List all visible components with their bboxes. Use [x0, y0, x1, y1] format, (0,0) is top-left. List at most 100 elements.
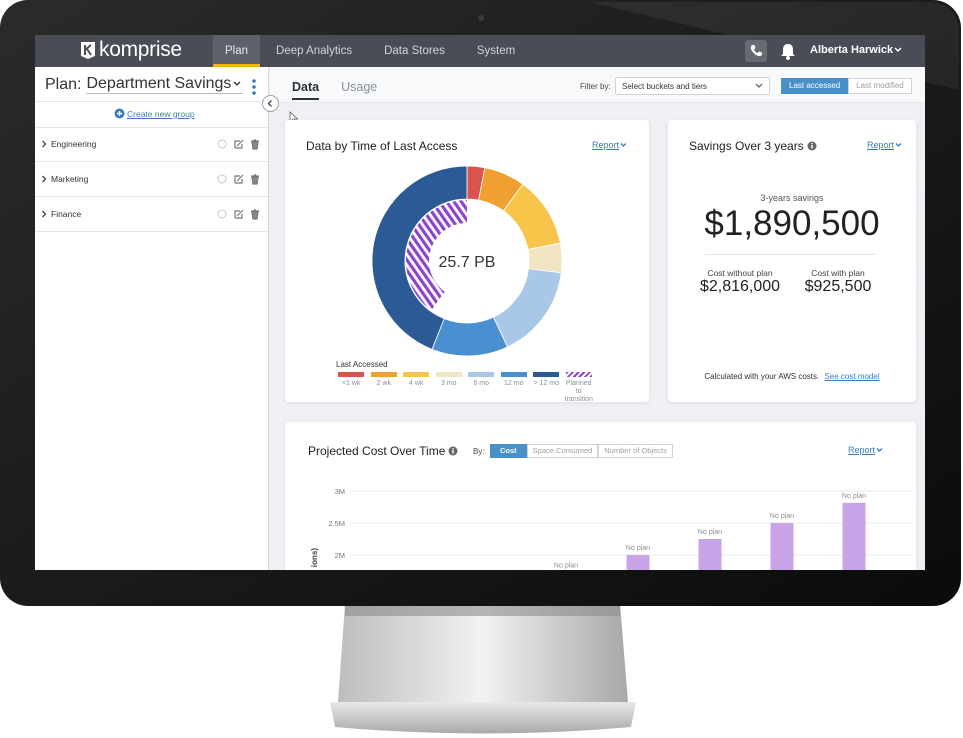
legend-label: 12 mo: [504, 380, 524, 387]
bar: [842, 502, 866, 570]
trash-icon[interactable]: [251, 209, 259, 220]
phone-icon: [750, 45, 762, 57]
divider: [35, 127, 268, 128]
chevron: [42, 210, 47, 218]
sort-option[interactable]: Last modified: [848, 78, 912, 94]
caret: [894, 47, 902, 53]
total-label: 3-years savings: [760, 193, 824, 203]
report-link[interactable]: Report: [867, 140, 903, 150]
expand-icon[interactable]: [40, 210, 48, 218]
nav-tab[interactable]: System: [476, 45, 516, 57]
legend-item: 4 wk: [400, 372, 433, 404]
clock-icon[interactable]: [217, 139, 227, 149]
caret: [755, 83, 763, 88]
clock-icon[interactable]: [217, 174, 227, 184]
stand-neck: [338, 604, 628, 702]
bar-label: No plan: [626, 545, 650, 552]
legend-label: 3 mo: [440, 380, 457, 387]
mode-option[interactable]: Space Consumed: [526, 444, 599, 458]
edit-icon[interactable]: [234, 174, 244, 184]
create-link: Create new group: [127, 108, 195, 119]
user-menu[interactable]: Alberta Harwick: [810, 44, 903, 56]
report-link[interactable]: Report: [848, 445, 884, 455]
legend-item: 6 mo: [465, 372, 498, 404]
report-link[interactable]: Report: [592, 140, 628, 150]
filter-select[interactable]: Select buckets and tiers: [615, 77, 770, 95]
card-title: Projected Cost Over Time: [308, 444, 446, 458]
savings-card: Savings Over 3 years Report 3-years savi…: [668, 120, 916, 402]
trash-icon[interactable]: [251, 139, 259, 150]
clock-icon[interactable]: [217, 209, 227, 219]
footer: Calculated with your AWS costs. See cost…: [668, 372, 916, 381]
by-label: By:: [473, 447, 485, 456]
collapse-icon: [267, 100, 272, 107]
bar: [626, 555, 650, 570]
group-row[interactable]: Marketing: [35, 162, 268, 197]
bar-label: No plan: [842, 493, 866, 500]
data-tab-active[interactable]: Data: [292, 80, 320, 100]
mode-option[interactable]: Number of Objects: [598, 444, 673, 458]
legend-swatch: [370, 372, 397, 377]
legend-swatch: [435, 372, 462, 377]
legend-item: <1 wk: [335, 372, 368, 404]
group-row[interactable]: Finance: [35, 197, 268, 232]
legend: <1 wk 2 wk 4 wk 3 mo 6 mo 12 mo > 12 mo Planned…: [335, 372, 595, 404]
edit-icon[interactable]: [234, 139, 244, 149]
legend-item: 3 mo: [433, 372, 466, 404]
legend-item: Planned to transition: [563, 372, 596, 404]
legend-label: <1 wk: [342, 380, 361, 387]
data-tabs: Data Usage: [292, 80, 399, 100]
chevron: [42, 175, 47, 183]
nav-tab[interactable]: Deep Analytics: [276, 45, 353, 57]
mode-option[interactable]: Cost: [490, 444, 527, 458]
donut-chart: 25.7 PB: [371, 165, 563, 357]
bar: [698, 539, 722, 570]
without-label: Cost without plan: [707, 268, 773, 278]
legend-item: 12 mo: [498, 372, 531, 404]
create-group[interactable]: Create new group: [114, 108, 195, 119]
data-tab[interactable]: Usage: [341, 80, 378, 94]
plan-label: Plan:: [45, 75, 82, 93]
expand-icon[interactable]: [40, 175, 48, 183]
filter-placeholder: Select buckets and tiers: [622, 81, 707, 91]
sort-toggle: Last accessed Last modified: [781, 78, 912, 94]
expand-icon[interactable]: [40, 140, 48, 148]
bar-label: No plan: [698, 529, 722, 536]
divider: [705, 254, 875, 255]
plus-icon: [114, 108, 125, 119]
trash-icon[interactable]: [251, 174, 259, 185]
sort-option[interactable]: Last accessed: [781, 78, 849, 94]
nav-tab-active[interactable]: Plan: [213, 35, 261, 67]
bar-label: No plan: [770, 513, 794, 520]
bell-button[interactable]: [777, 40, 799, 62]
more-menu[interactable]: [250, 78, 258, 96]
without-value: $2,816,000: [699, 278, 781, 295]
row-actions: [217, 174, 259, 185]
logo-text: komprise: [99, 38, 182, 61]
nav-tab[interactable]: Data Stores: [384, 45, 445, 57]
footer-text: Calculated with your AWS costs.: [704, 372, 820, 381]
edit-icon[interactable]: [234, 209, 244, 219]
info-icon[interactable]: [445, 445, 459, 457]
footer-link[interactable]: See cost model: [824, 372, 880, 381]
collapse-button[interactable]: [262, 95, 279, 112]
plan-header[interactable]: Plan: Department Savings: [45, 75, 244, 94]
with-label: Cost with plan: [811, 268, 865, 278]
nav-tabs: Plan Deep Analytics Data Stores System: [213, 35, 531, 67]
phone-button[interactable]: [745, 40, 767, 62]
bar-chart: ions) 2M 2.5M 3M No plan No plan No plan No pl…: [310, 487, 912, 570]
plan-name-box: Department Savings: [86, 75, 244, 94]
donut-card: Data by Time of Last Access Report 25.7 …: [285, 120, 649, 404]
legend-swatch: [533, 372, 560, 377]
with-value: $925,500: [804, 278, 872, 295]
card-title-row: Projected Cost Over Time: [308, 444, 459, 458]
top-nav: komprise Plan Deep Analytics Data Stores Sy…: [35, 35, 925, 67]
card-title-row: Savings Over 3 years: [689, 139, 818, 153]
mode-toggle: Cost Space Consumed Number of Objects: [490, 444, 673, 458]
caret: [876, 447, 883, 452]
report-text: Report: [592, 140, 620, 150]
info-icon[interactable]: [804, 140, 818, 152]
legend-label: 2 wk: [376, 380, 391, 387]
group-row[interactable]: Engineering: [35, 127, 268, 162]
